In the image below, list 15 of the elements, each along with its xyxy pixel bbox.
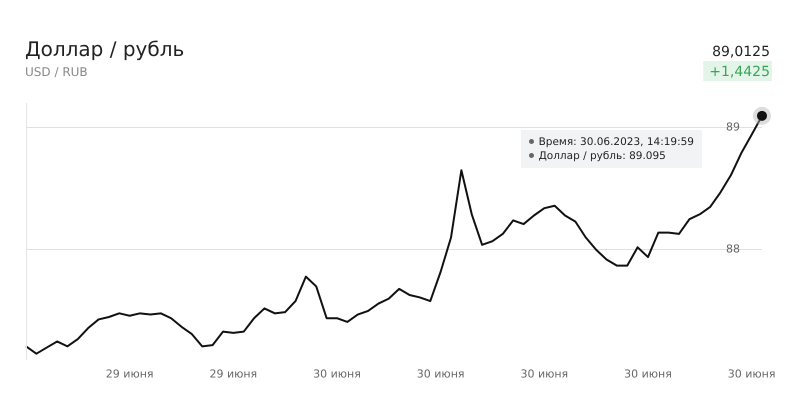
x-tick-label: 29 июня bbox=[209, 367, 258, 380]
x-tick-label: 30 июня bbox=[520, 367, 568, 380]
chart-subtitle: USD / RUB bbox=[25, 65, 88, 79]
y-tick-label: 88 bbox=[726, 242, 740, 256]
x-tick-label: 30 июня bbox=[624, 367, 672, 380]
x-tick-label: 30 июня bbox=[416, 367, 465, 380]
y-tick-label: 89 bbox=[726, 120, 740, 134]
x-tick-label: 29 июня bbox=[106, 367, 154, 380]
annotation: Доллар / рубль: 89.095 bbox=[538, 148, 666, 163]
text: 89,0125 bbox=[712, 44, 770, 60]
text: +1,4425 bbox=[709, 64, 770, 80]
chart-title: Доллар / рубль bbox=[25, 37, 184, 61]
x-tick-label: 30 июня bbox=[728, 367, 776, 380]
x-tick-label: 30 июня bbox=[313, 367, 361, 380]
annotation: Время: 30.06.2023, 14:19:59 bbox=[538, 134, 694, 149]
